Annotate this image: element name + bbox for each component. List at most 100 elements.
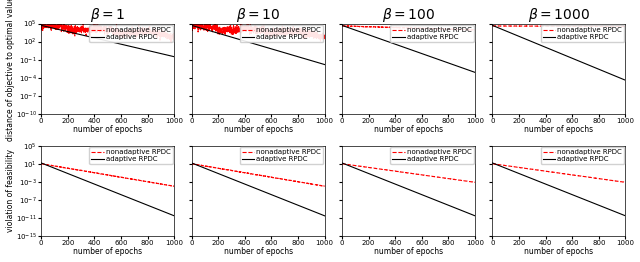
adaptive RPDC [129, 45, 136, 48]
adaptive RPDC [502, 167, 510, 170]
nonadaptive RPDC [188, 162, 196, 165]
nonadaptive RPDC [188, 25, 196, 28]
adaptive RPDC [471, 71, 479, 74]
nonadaptive RPDC [444, 177, 452, 180]
X-axis label: number of epochs: number of epochs [524, 247, 593, 256]
nonadaptive RPDC [167, 41, 175, 44]
adaptive RPDC [471, 214, 479, 217]
nonadaptive RPDC [294, 30, 301, 33]
nonadaptive RPDC [444, 28, 452, 31]
adaptive RPDC [202, 167, 209, 170]
nonadaptive RPDC [339, 162, 346, 165]
adaptive RPDC [339, 24, 346, 27]
nonadaptive RPDC [580, 25, 588, 28]
Line: adaptive RPDC: adaptive RPDC [192, 163, 324, 216]
adaptive RPDC [489, 24, 497, 27]
nonadaptive RPDC [547, 170, 555, 173]
nonadaptive RPDC [317, 40, 324, 43]
X-axis label: number of epochs: number of epochs [73, 247, 142, 256]
adaptive RPDC [38, 161, 45, 165]
adaptive RPDC [580, 198, 588, 201]
adaptive RPDC [92, 36, 99, 40]
adaptive RPDC [96, 38, 104, 41]
nonadaptive RPDC [392, 170, 400, 173]
adaptive RPDC [621, 79, 629, 82]
Line: nonadaptive RPDC: nonadaptive RPDC [192, 21, 324, 41]
nonadaptive RPDC [593, 25, 600, 28]
X-axis label: number of epochs: number of epochs [374, 125, 443, 134]
X-axis label: number of epochs: number of epochs [524, 125, 593, 134]
nonadaptive RPDC [51, 24, 59, 27]
nonadaptive RPDC [170, 185, 177, 188]
nonadaptive RPDC [38, 162, 45, 165]
nonadaptive RPDC [321, 34, 328, 37]
nonadaptive RPDC [339, 24, 346, 28]
nonadaptive RPDC [429, 27, 437, 30]
nonadaptive RPDC [502, 164, 510, 167]
Title: $\beta = 1000$: $\beta = 1000$ [528, 6, 590, 24]
adaptive RPDC [321, 214, 328, 217]
nonadaptive RPDC [470, 181, 478, 184]
adaptive RPDC [352, 167, 360, 170]
Legend: nonadaptive RPDC, adaptive RPDC: nonadaptive RPDC, adaptive RPDC [390, 147, 474, 164]
adaptive RPDC [543, 46, 550, 49]
nonadaptive RPDC [170, 184, 178, 188]
nonadaptive RPDC [170, 35, 178, 38]
nonadaptive RPDC [291, 179, 299, 183]
adaptive RPDC [502, 29, 510, 32]
Legend: nonadaptive RPDC, adaptive RPDC: nonadaptive RPDC, adaptive RPDC [240, 25, 323, 42]
nonadaptive RPDC [202, 165, 209, 168]
nonadaptive RPDC [202, 26, 209, 29]
nonadaptive RPDC [129, 178, 136, 181]
nonadaptive RPDC [397, 26, 404, 29]
nonadaptive RPDC [352, 25, 360, 28]
nonadaptive RPDC [246, 172, 254, 175]
adaptive RPDC [595, 68, 602, 71]
nonadaptive RPDC [38, 162, 45, 166]
nonadaptive RPDC [38, 22, 45, 25]
nonadaptive RPDC [339, 162, 346, 165]
adaptive RPDC [279, 51, 287, 54]
adaptive RPDC [294, 55, 301, 58]
nonadaptive RPDC [141, 180, 149, 183]
nonadaptive RPDC [96, 31, 104, 34]
adaptive RPDC [51, 167, 59, 170]
nonadaptive RPDC [51, 165, 59, 168]
adaptive RPDC [489, 161, 497, 165]
nonadaptive RPDC [246, 22, 254, 25]
adaptive RPDC [444, 61, 452, 64]
nonadaptive RPDC [242, 171, 250, 174]
adaptive RPDC [246, 41, 254, 44]
adaptive RPDC [429, 198, 437, 201]
nonadaptive RPDC [143, 180, 151, 183]
nonadaptive RPDC [543, 170, 550, 173]
adaptive RPDC [547, 48, 555, 51]
adaptive RPDC [429, 56, 437, 59]
adaptive RPDC [242, 40, 250, 43]
adaptive RPDC [291, 54, 299, 57]
nonadaptive RPDC [242, 26, 250, 29]
nonadaptive RPDC [279, 31, 287, 35]
X-axis label: number of epochs: number of epochs [73, 125, 142, 134]
nonadaptive RPDC [543, 25, 550, 28]
adaptive RPDC [188, 24, 196, 27]
nonadaptive RPDC [279, 178, 287, 181]
Line: adaptive RPDC: adaptive RPDC [192, 25, 324, 64]
Title: $\beta = 100$: $\beta = 100$ [382, 6, 435, 24]
adaptive RPDC [291, 203, 299, 206]
adaptive RPDC [593, 203, 600, 206]
adaptive RPDC [442, 61, 450, 64]
nonadaptive RPDC [502, 24, 510, 28]
Legend: nonadaptive RPDC, adaptive RPDC: nonadaptive RPDC, adaptive RPDC [90, 147, 173, 164]
nonadaptive RPDC [44, 19, 51, 23]
Legend: nonadaptive RPDC, adaptive RPDC: nonadaptive RPDC, adaptive RPDC [240, 147, 323, 164]
adaptive RPDC [392, 43, 400, 46]
nonadaptive RPDC [621, 25, 629, 28]
Legend: nonadaptive RPDC, adaptive RPDC: nonadaptive RPDC, adaptive RPDC [541, 25, 624, 42]
adaptive RPDC [141, 48, 148, 51]
nonadaptive RPDC [352, 164, 360, 167]
Line: nonadaptive RPDC: nonadaptive RPDC [493, 164, 625, 182]
nonadaptive RPDC [392, 26, 400, 29]
nonadaptive RPDC [593, 177, 600, 180]
nonadaptive RPDC [92, 171, 99, 174]
